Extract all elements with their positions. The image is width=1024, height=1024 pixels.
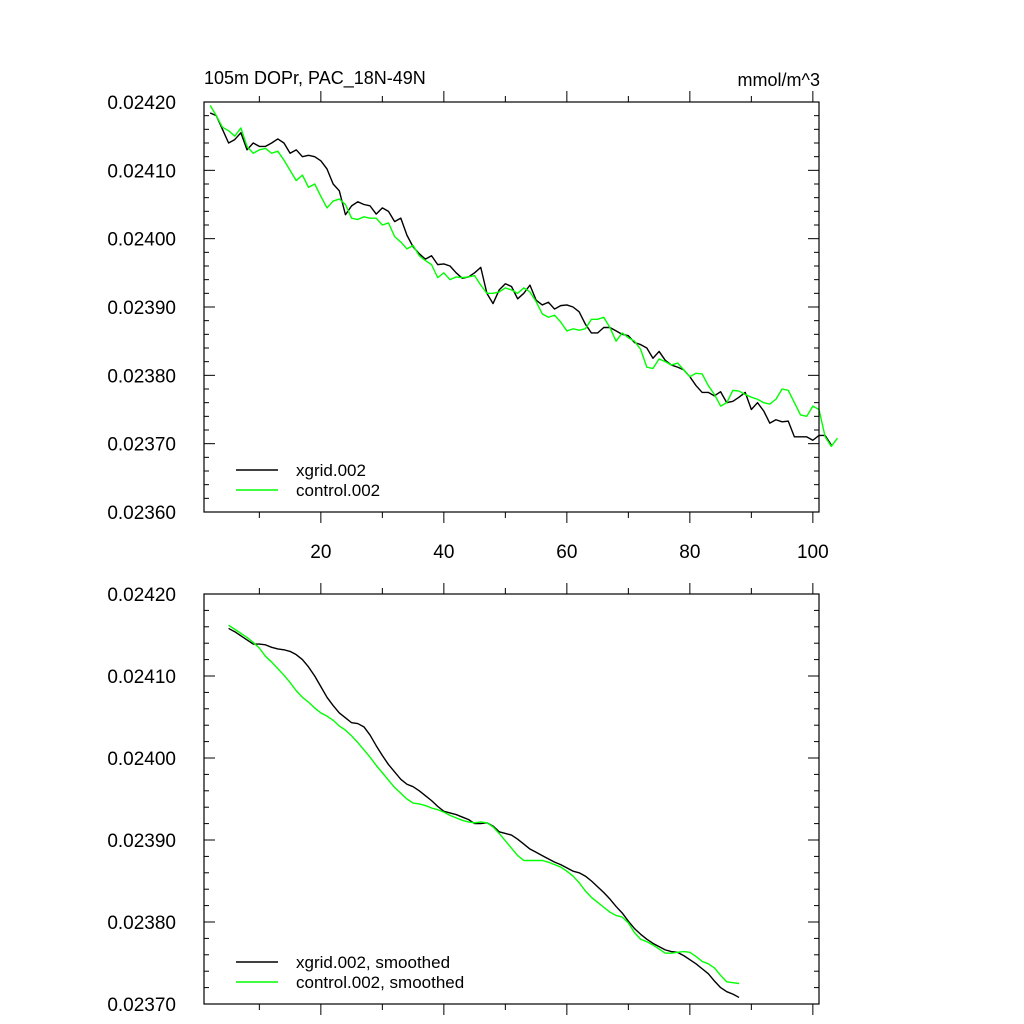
plot-frame <box>203 101 820 513</box>
legend-label: xgrid.002 <box>296 461 366 480</box>
y-tick-label: 0.02420 <box>107 585 176 606</box>
x-tick-label: 40 <box>433 542 454 563</box>
chart-title: 105m DOPr, PAC_18N-49N <box>204 68 426 89</box>
bottom-panel: 0.02370 0.02380 0.02390 0.02400 0.02410 0.024… <box>107 583 820 1016</box>
y-tick-label: 0.02410 <box>107 667 176 688</box>
x-tick-label: 20 <box>310 542 331 563</box>
y-tick-label: 0.02400 <box>107 749 176 770</box>
y-tick-label: 0.02420 <box>107 93 176 114</box>
y-tick-label: 0.02370 <box>107 995 176 1016</box>
y-tick-label: 0.02380 <box>107 366 176 387</box>
plot-frame <box>203 593 820 1005</box>
series-line-1 <box>209 112 832 446</box>
y-tick-label: 0.02360 <box>107 503 176 524</box>
series-line-2 <box>228 624 740 985</box>
y-tick-label: 0.02410 <box>107 161 176 182</box>
y-tick-label: 0.02380 <box>107 913 176 934</box>
legend-label: xgrid.002, smoothed <box>296 953 450 972</box>
y-tick-label: 0.02370 <box>107 435 176 456</box>
legend-label: control.002, smoothed <box>296 973 464 992</box>
y-tick-label: 0.02390 <box>107 298 176 319</box>
legend-label: control.002 <box>296 481 380 500</box>
y-tick-label: 0.02400 <box>107 230 176 251</box>
x-tick-label: 100 <box>797 542 829 563</box>
x-tick-label: 80 <box>679 542 700 563</box>
x-tick-label: 60 <box>556 542 577 563</box>
top-panel: 105m DOPr, PAC_18N-49N mmol/m^3 0.02360 0… <box>107 68 839 563</box>
units-label: mmol/m^3 <box>738 70 820 90</box>
y-tick-label: 0.02390 <box>107 831 176 852</box>
series-line-1 <box>228 627 740 999</box>
series-line-2 <box>209 105 839 448</box>
